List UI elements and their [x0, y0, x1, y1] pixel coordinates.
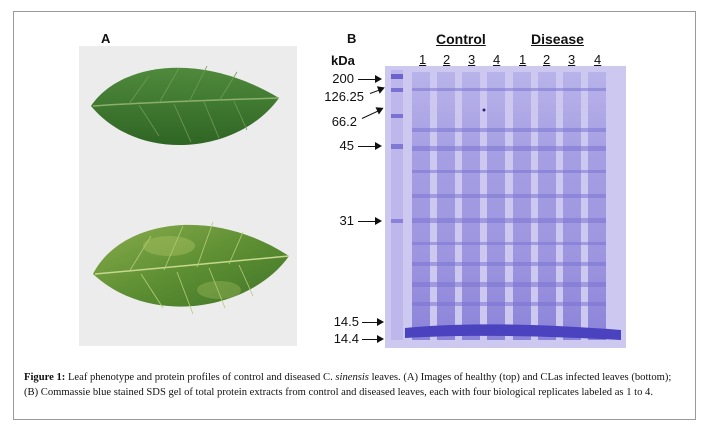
marker-label-45: 45 [339, 138, 354, 153]
panel-b-label: B [347, 31, 357, 46]
sample-lanes [412, 72, 606, 340]
lane-label-disease-3: 3 [568, 52, 576, 67]
kda-unit-label: kDa [331, 53, 355, 68]
sds-gel-image [385, 66, 626, 348]
marker-label-126: 126.25 [324, 89, 364, 104]
lane-label-control-4: 4 [493, 52, 501, 67]
marker-label-31: 31 [339, 213, 354, 228]
lane-label-disease-4: 4 [594, 52, 602, 67]
caption-text-part-2: leaves. (A) Images of healthy (top) and … [24, 372, 672, 398]
marker-arrow-45 [358, 142, 382, 150]
marker-arrow-14-4 [362, 335, 384, 343]
lane-label-control-2: 2 [443, 52, 451, 67]
healthy-leaf [91, 65, 280, 146]
lane-label-control-3: 3 [468, 52, 476, 67]
group-label-disease: Disease [531, 31, 584, 47]
diseased-leaf [93, 221, 290, 315]
marker-arrow-14-5 [362, 318, 384, 326]
caption-text-part-1: Leaf phenotype and protein profiles of c… [67, 372, 336, 383]
marker-label-200: 200 [332, 71, 354, 86]
marker-arrow-31 [358, 217, 382, 225]
caption-italic-term: sinensis [335, 372, 369, 383]
marker-arrow-200 [358, 75, 382, 83]
leaf-photo [91, 65, 290, 315]
gel-bands [412, 88, 606, 306]
marker-label-14-4: 14.4 [333, 331, 359, 346]
lane-label-disease-1: 1 [519, 52, 527, 67]
marker-label-66: 66.2 [331, 114, 357, 129]
marker-label-14-5: 14.5 [333, 314, 359, 329]
caption-label: Figure 1: [24, 372, 66, 383]
figure-caption: Figure 1: Leaf phenotype and protein pro… [24, 370, 688, 400]
group-label-control: Control [436, 31, 486, 47]
lane-label-control-1: 1 [419, 52, 427, 67]
gel-photo [385, 66, 626, 348]
leaf-image-panel [79, 46, 297, 346]
lane-label-disease-2: 2 [543, 52, 551, 67]
panel-a-label: A [101, 31, 111, 46]
